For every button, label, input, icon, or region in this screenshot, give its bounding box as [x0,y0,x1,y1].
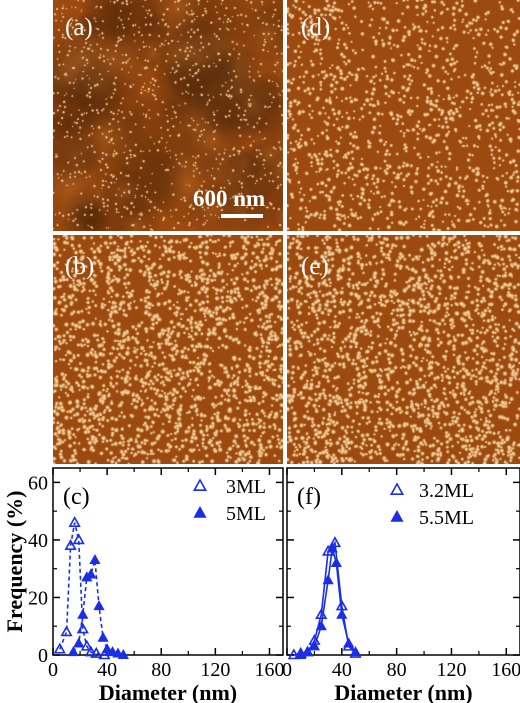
data-point-3ML [84,645,97,657]
data-point-5.5ML [349,646,362,657]
panel-label-a: (a) [65,14,93,41]
chart-1: 0 40 80 120 160 Diameter (nm) (f) 3.2ML 5.5ML [282,467,520,703]
data-point-5ML [89,554,101,565]
scale-bar [221,214,263,218]
data-point-3ML [60,625,73,637]
legend-marker-3ML [192,478,208,492]
legend-label-3.2ML: 3.2ML [419,480,474,502]
data-point-3ML [80,639,93,651]
data-point-3.2ML [287,648,300,660]
data-point-5.5ML [315,620,327,631]
afm-canvas-a [53,0,283,231]
x-tick-label: 40 [332,659,352,681]
data-point-5.5ML [308,640,321,651]
data-point-5ML [97,631,109,642]
data-point-3ML [72,533,85,545]
data-point-5.5ML [322,574,334,585]
afm-canvas-b [53,235,283,464]
y-tick-label: 20 [28,587,48,609]
y-axis-label: Frequency (%) [2,491,27,633]
series-line-5ML [72,559,124,656]
data-point-5ML [85,568,97,579]
panel-label-c: (c) [63,484,90,510]
afm-image-b: (b) [53,235,283,464]
data-point-5ML [93,600,105,611]
data-point-5ML [101,643,113,654]
x-tick-label: 80 [151,659,171,681]
afm-image-d: (d) [287,0,520,231]
data-point-3ML [68,516,81,527]
data-point-5ML [73,637,85,648]
data-point-5.5ML [330,556,342,567]
data-point-5ML [77,608,89,619]
data-point-5.5ML [343,637,355,648]
x-tick-label: 40 [97,659,117,681]
data-point-3ML [76,622,89,634]
x-axis-label: Diameter (nm) [334,680,472,703]
x-tick-label: 160 [254,659,284,681]
afm-image-a: (a) 600 nm [53,0,283,231]
data-point-3ML [53,642,66,654]
panel-label-b: (b) [65,253,95,280]
afm-image-e: (e) [287,235,520,464]
y-tick-label: 0 [38,645,48,667]
panel-label-e: (e) [301,253,329,280]
y-tick-label: 60 [28,472,48,494]
y-tick-label: 40 [28,530,48,552]
series-line-5.5ML [300,548,357,656]
legend-marker-3.2ML [389,482,405,496]
scale-bar-label: 600 nm [193,186,266,211]
x-tick-label: 80 [387,659,407,681]
plot-frame [52,467,284,656]
data-point-3ML [64,539,77,550]
x-tick-label: 0 [282,659,292,681]
x-axis-label: Diameter (nm) [99,680,237,703]
afm-canvas-e [287,235,520,464]
legend-label-5ML: 5ML [226,503,266,525]
x-tick-label: 160 [491,659,520,681]
legend-marker-5ML [193,505,207,518]
plot-frame [286,467,520,656]
legend-marker-5.5ML [390,509,404,522]
data-point-3ML [98,648,111,660]
chart-0: 0 40 80 120 160 0 20 40 60 Diameter (nm) Frequency… [2,467,284,703]
data-point-3ML [90,646,103,658]
data-point-5.5ML [301,646,314,657]
panel-label-f: (f) [297,484,321,510]
data-point-5.5ML [336,608,348,619]
x-tick-label: 120 [200,659,230,681]
afm-canvas-d [287,0,520,231]
x-tick-label: 120 [436,659,466,681]
data-point-3.2ML [328,536,342,548]
panel-label-d: (d) [301,14,331,41]
legend-label-3ML: 3ML [226,476,266,498]
x-tick-label: 0 [48,659,58,681]
data-point-5ML [117,648,129,659]
data-point-5.5ML [326,542,338,553]
legend-label-5.5ML: 5.5ML [419,507,474,529]
data-point-5ML [67,646,79,657]
